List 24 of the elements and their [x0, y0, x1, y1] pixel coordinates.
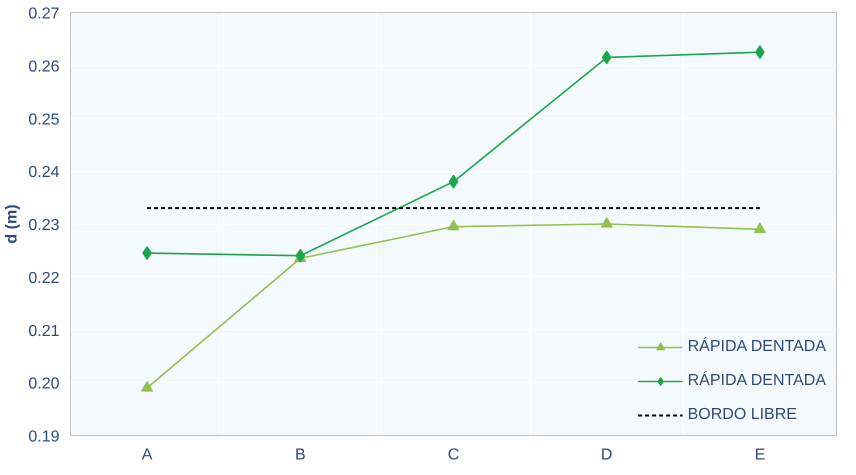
- y-tick-label: 0.25: [28, 111, 60, 128]
- point: [295, 248, 306, 263]
- y-tick-label: 0.22: [28, 270, 60, 287]
- point: [600, 217, 613, 228]
- x-tick-label: D: [600, 446, 612, 464]
- point: [141, 381, 154, 392]
- x-tick-label: C: [448, 446, 460, 464]
- x-tick-label: E: [754, 446, 766, 464]
- point: [602, 50, 612, 64]
- y-axis-title: d (m): [3, 204, 20, 244]
- point: [754, 222, 766, 233]
- y-tick-label: 0.19: [28, 428, 60, 446]
- legend-label: BORDO LIBRE: [688, 406, 797, 424]
- x-tick-label: B: [294, 446, 306, 464]
- legend-label: RÁPIDA DENTADA: [688, 338, 826, 356]
- y-tick-label: 0.26: [28, 58, 60, 76]
- y-tick-label: 0.23: [28, 217, 60, 234]
- y-tick-label: 0.24: [28, 164, 60, 182]
- point: [448, 220, 460, 230]
- legend-label: RÁPIDA DENTADA: [688, 372, 826, 390]
- y-tick-label: 0.20: [28, 376, 60, 393]
- x-tick-label: A: [142, 446, 153, 464]
- y-tick-label: 0.21: [28, 322, 60, 340]
- y-tick-label: 0.27: [28, 6, 60, 22]
